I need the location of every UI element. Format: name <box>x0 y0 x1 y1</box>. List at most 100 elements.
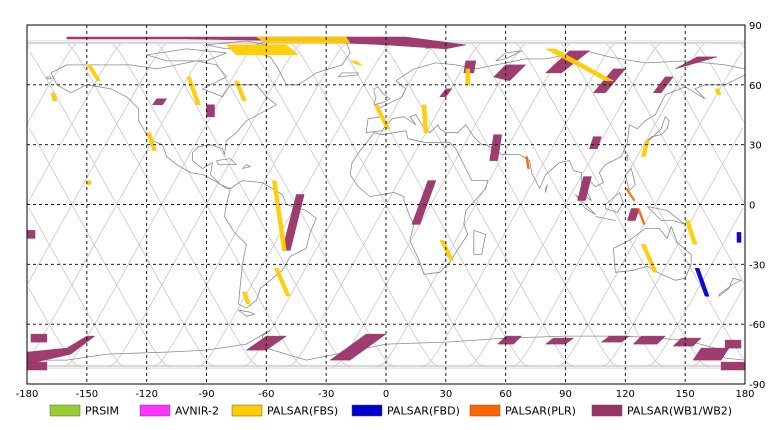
swath-fbs <box>186 76 201 106</box>
swath-fbs <box>349 60 363 66</box>
legend-item: PALSAR(FBS) <box>231 404 338 418</box>
swath-plr <box>636 208 646 225</box>
orbit-track <box>516 43 710 368</box>
legend-swatch <box>49 404 81 417</box>
orbit-track <box>62 43 256 368</box>
legend-swatch <box>351 404 383 417</box>
orbit-track <box>67 43 261 368</box>
coastline <box>647 206 686 225</box>
coastline <box>46 76 52 80</box>
swath-wb1-wb2 <box>589 136 602 149</box>
swath-fbs <box>225 44 299 56</box>
coastline <box>146 48 227 62</box>
swath-wb1-wb2 <box>600 335 631 343</box>
swath-wb1-wb2 <box>497 335 523 345</box>
swath-fbs <box>465 68 471 86</box>
legend-label: PRSIM <box>85 405 119 418</box>
legend-item: PALSAR(WB1/WB2) <box>591 405 732 418</box>
swath-fbs <box>439 240 455 261</box>
swath-fbs <box>86 180 92 185</box>
swath-wb1-wb2 <box>626 208 640 221</box>
orbit-track <box>157 43 351 368</box>
swath-wb1-wb2 <box>724 339 742 349</box>
coastline <box>224 180 317 309</box>
swath-fbs <box>255 36 351 44</box>
swath-wb1-wb2 <box>493 64 527 82</box>
coastline <box>624 154 628 162</box>
y-tick-label: 30 <box>749 141 762 152</box>
coastline <box>545 184 548 193</box>
swath-fbs <box>421 104 429 133</box>
x-tick-label: -60 <box>258 389 274 400</box>
orbit-track <box>26 43 744 368</box>
y-tick-label: -30 <box>749 260 765 271</box>
legend-label: PALSAR(FBS) <box>267 405 338 418</box>
y-tick-label: -90 <box>749 380 765 391</box>
x-tick-label: -30 <box>318 389 334 400</box>
coastline <box>337 72 359 78</box>
x-tick-label: -150 <box>75 389 98 400</box>
orbit-track <box>426 43 620 368</box>
swath-wb1-wb2 <box>329 333 387 361</box>
swath-fbs <box>714 88 722 96</box>
orbit-track <box>26 43 743 368</box>
swath-fbs <box>242 292 251 305</box>
swath-wb1-wb2 <box>152 98 168 106</box>
x-tick-label: 180 <box>735 389 754 400</box>
x-tick-label: -90 <box>198 389 214 400</box>
x-tick-label: 90 <box>559 389 572 400</box>
x-tick-label: 120 <box>616 389 635 400</box>
swath-plr <box>624 188 636 201</box>
coastline <box>605 192 624 213</box>
orbit-track <box>331 43 525 368</box>
swath-fbs <box>684 220 698 245</box>
coastline <box>575 194 596 215</box>
swath-wb1-wb2 <box>206 104 215 117</box>
swath-wb1-wb2 <box>26 361 48 371</box>
x-tick-label: 150 <box>676 389 695 400</box>
coastline <box>645 116 670 144</box>
swath-wb1-wb2 <box>66 36 466 50</box>
swath-wb1-wb2 <box>30 333 48 343</box>
legend-item: AVNIR-2 <box>139 404 219 418</box>
y-tick-label: -60 <box>749 320 765 331</box>
legend-label: PALSAR(WB1/WB2) <box>627 405 732 418</box>
coastline <box>216 158 237 166</box>
orbit-track <box>29 43 746 368</box>
orbit-track <box>381 43 575 368</box>
orbit-track <box>337 43 530 368</box>
legend-item: PALSAR(FBD) <box>351 404 460 418</box>
swath-wb1-wb2 <box>692 347 730 361</box>
coastline <box>495 50 522 62</box>
coastline <box>595 216 616 221</box>
orbit-track <box>421 43 615 368</box>
y-tick-label: 0 <box>749 201 755 212</box>
map-frame <box>26 24 746 385</box>
swath-fbd <box>694 268 710 297</box>
coastline <box>50 60 277 189</box>
x-tick-label: -180 <box>16 389 39 400</box>
longitude-tick-labels: -180 -150 -120 -90 -60 -30 0 30 60 90 120 150 180 <box>16 389 755 400</box>
x-tick-label: 60 <box>499 389 512 400</box>
orbit-track <box>152 43 346 368</box>
legend-item: PRSIM <box>49 404 119 418</box>
legend-swatch <box>139 404 171 417</box>
swath-fbs <box>640 244 658 273</box>
orbit-track <box>247 43 441 368</box>
swath-wb1-wb2 <box>281 194 305 251</box>
swath-wb1-wb2 <box>720 361 746 371</box>
coastline <box>373 86 391 106</box>
swath-fbs <box>545 48 614 82</box>
y-tick-label: 60 <box>749 81 762 92</box>
legend-label: PALSAR(FBD) <box>387 405 460 418</box>
coastline <box>624 168 636 191</box>
y-tick-label: 90 <box>749 21 762 32</box>
orbit-track <box>242 43 435 368</box>
swath-fbd <box>736 232 742 243</box>
legend-swatch <box>231 404 263 417</box>
legend-label: PALSAR(PLR) <box>505 405 576 418</box>
x-tick-label: 0 <box>383 389 389 400</box>
swath-wb1-wb2 <box>411 180 437 225</box>
swath-fbs <box>50 92 58 102</box>
